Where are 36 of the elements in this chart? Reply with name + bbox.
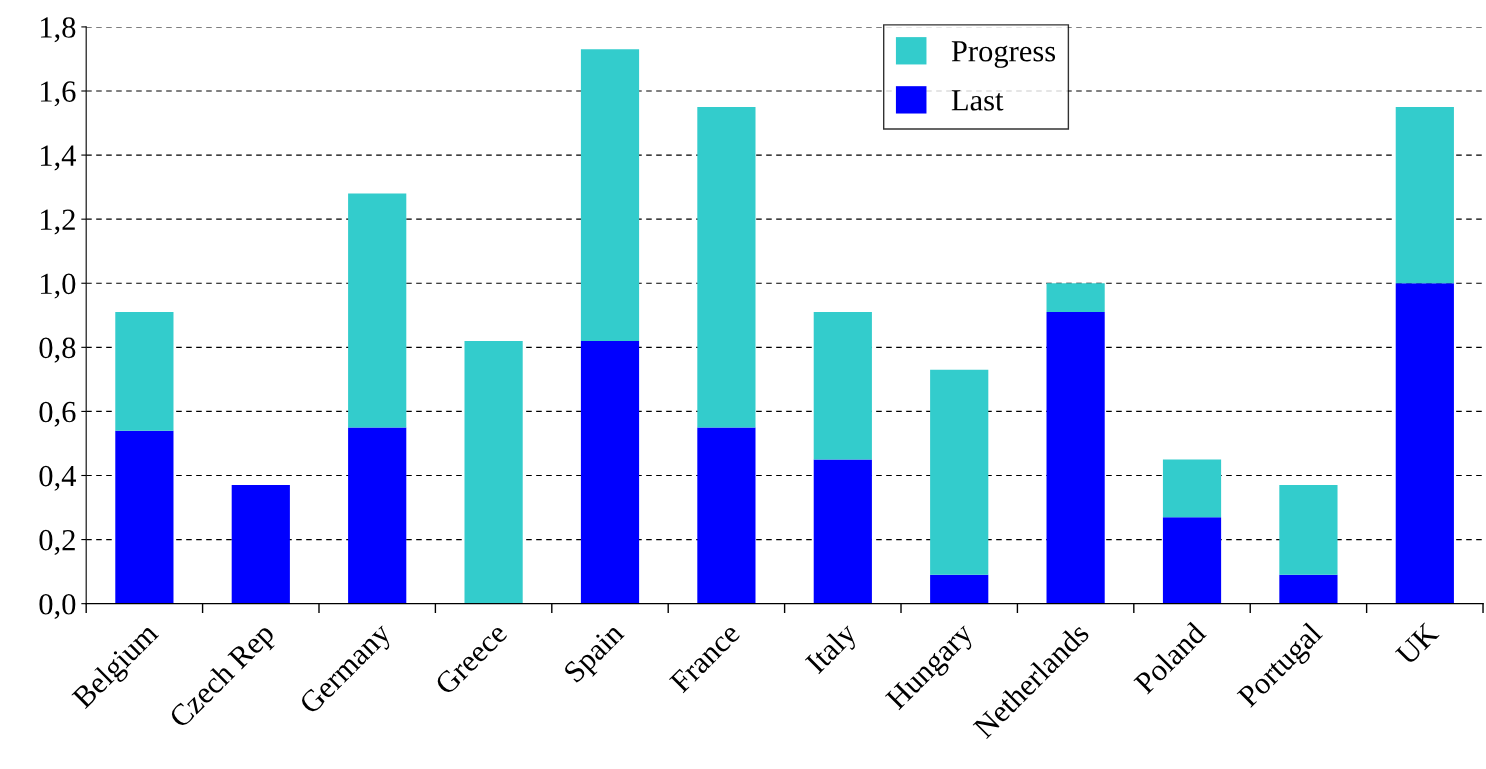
bar: [1046, 312, 1105, 604]
legend-label: Last: [951, 90, 1004, 111]
bar: [813, 312, 872, 460]
legend-label: Progress: [951, 41, 1056, 68]
y-tick-label: 1,4: [40, 145, 76, 171]
bar: [697, 107, 756, 428]
bar: [1162, 517, 1222, 604]
bar: [115, 430, 174, 604]
x-tick-label: Italy: [804, 620, 863, 679]
y-tick-label: 1,2: [40, 209, 75, 235]
bar: [697, 427, 756, 604]
bar: [580, 340, 640, 604]
bar: [1162, 459, 1222, 518]
bar: [1046, 283, 1105, 313]
bar: [464, 340, 523, 604]
y-tick-label: 1,6: [40, 81, 76, 107]
bar: [231, 485, 290, 604]
y-tick-label: 0,4: [39, 465, 76, 491]
bar: [930, 369, 989, 575]
x-tick-label: UK: [1394, 621, 1440, 667]
bar: [1395, 283, 1454, 604]
bar: [348, 193, 407, 428]
bar: [1395, 107, 1454, 284]
bar: [813, 459, 872, 604]
y-tick-label: 0,6: [39, 401, 76, 427]
y-tick-label: 0,8: [39, 337, 76, 363]
bar: [1279, 574, 1338, 604]
y-tick-label: 0,2: [39, 529, 75, 555]
y-tick-label: 1,8: [40, 17, 76, 43]
bar: [348, 427, 407, 604]
bar: [115, 312, 174, 431]
bar: [1279, 485, 1338, 575]
bar: [930, 574, 989, 604]
y-tick-label: 0,0: [39, 593, 76, 619]
y-tick-label: 1,0: [40, 273, 76, 299]
bar: [580, 49, 640, 341]
